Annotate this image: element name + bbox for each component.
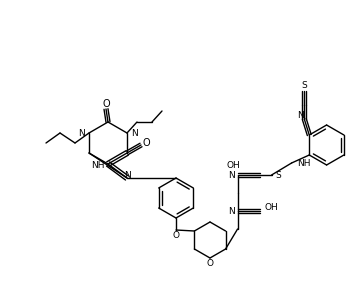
Text: O: O — [102, 99, 110, 109]
Text: N: N — [131, 129, 138, 138]
Text: N: N — [78, 129, 85, 138]
Text: NH: NH — [91, 161, 105, 170]
Text: O: O — [172, 230, 179, 239]
Text: O: O — [142, 138, 150, 148]
Text: S: S — [276, 171, 281, 180]
Text: S: S — [302, 80, 307, 89]
Text: O: O — [207, 259, 214, 268]
Text: N: N — [297, 111, 304, 120]
Text: N: N — [228, 171, 235, 180]
Text: OH: OH — [265, 204, 279, 213]
Text: N: N — [228, 206, 235, 215]
Text: OH: OH — [227, 160, 240, 169]
Text: NH: NH — [298, 158, 311, 168]
Text: N: N — [124, 171, 131, 180]
